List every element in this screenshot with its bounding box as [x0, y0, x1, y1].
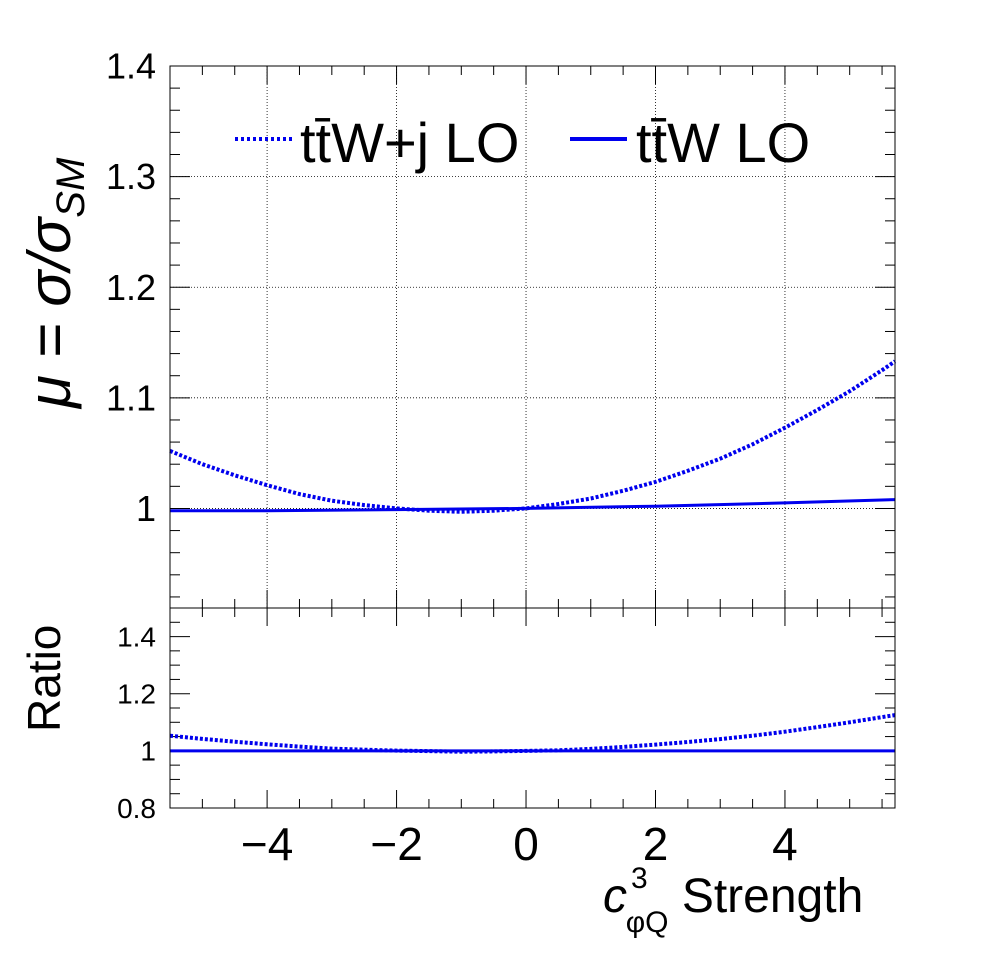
y-tick-label: 1.1 [106, 377, 156, 418]
main-series-ttw-lo [170, 498, 896, 513]
x-tick-label: −4 [241, 818, 293, 870]
main-ytick-labels: 1 1.1 1.2 1.3 1.4 [106, 46, 156, 529]
main-y-axis-title-subscript: SM [49, 157, 93, 218]
main-series [169, 359, 897, 514]
y-tick-label: 1 [136, 488, 156, 529]
x-axis-title: c 3 φQ Strength [603, 862, 863, 939]
ratio-series [169, 713, 896, 754]
x-tick-labels: −4 −2 0 2 4 [241, 818, 798, 870]
y-tick-label: 1.3 [106, 156, 156, 197]
ratio-y-axis-title: Ratio [18, 625, 70, 732]
main-y-axis-title-main: μ = σ/σ [16, 215, 83, 410]
ratio-panel: 0.8 1 1.2 1.4 −4 −2 0 2 4 [117, 607, 896, 870]
x-tick-label: 0 [513, 818, 539, 870]
y-tick-label: 1.4 [117, 621, 156, 652]
x-axis-title-symbol: c [603, 870, 627, 923]
y-tick-label: 1 [140, 736, 156, 767]
y-tick-label: 0.8 [117, 793, 156, 824]
y-tick-label: 1.4 [106, 46, 156, 87]
ratio-plot-frame [169, 607, 896, 809]
ratio-ticks [169, 607, 895, 809]
ratio-series-ttw-j-lo [169, 713, 896, 754]
legend-label-ttw-lo: tt̄W LO [636, 111, 810, 174]
ratio-ytick-labels: 0.8 1 1.2 1.4 [117, 621, 156, 823]
x-axis-title-superscript: 3 [631, 862, 648, 895]
main-panel: 1 1.1 1.2 1.3 1.4 [106, 46, 897, 609]
legend-label-ttw-j-lo: tt̄W+j LO [300, 111, 519, 174]
x-tick-label: −2 [370, 818, 422, 870]
y-tick-label: 1.2 [117, 679, 156, 710]
x-tick-label: 4 [772, 818, 798, 870]
x-axis-title-subscript: φQ [626, 906, 669, 939]
main-series-ttw-j-lo [169, 359, 897, 514]
main-y-axis-title: μ = σ/σSM [16, 157, 93, 410]
legend: tt̄W+j LO tt̄W LO [235, 111, 810, 174]
x-axis-title-text: Strength [668, 870, 863, 923]
x-tick-label: 2 [643, 818, 669, 870]
y-tick-label: 1.2 [106, 267, 156, 308]
